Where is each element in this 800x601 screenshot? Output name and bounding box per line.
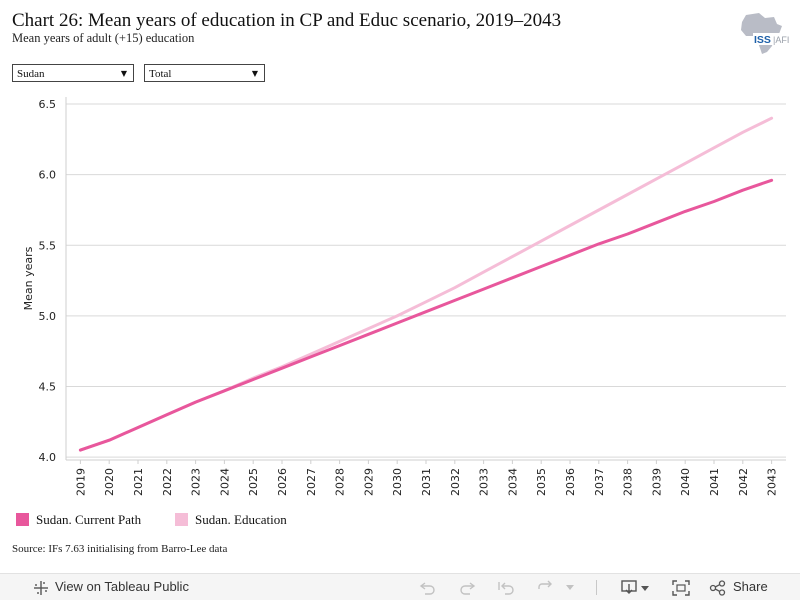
- x-tick-label: 2033: [478, 468, 491, 496]
- x-tick-label: 2020: [103, 468, 116, 496]
- x-tick-label: 2023: [190, 468, 203, 496]
- chevron-down-icon: ▼: [120, 69, 127, 78]
- svg-text:ISS: ISS: [754, 34, 771, 46]
- redo-button[interactable]: [458, 574, 476, 601]
- view-on-tableau-button[interactable]: View on Tableau Public: [33, 574, 193, 601]
- y-tick-label: 5.0: [39, 310, 57, 323]
- x-tick-label: 2019: [74, 468, 87, 496]
- toolbar-divider: [596, 580, 597, 595]
- x-tick-label: 2021: [132, 468, 145, 496]
- sex-dropdown-value: Total: [149, 68, 172, 80]
- revert-icon: [498, 582, 514, 595]
- undo-button[interactable]: [419, 574, 437, 601]
- tableau-toolbar: View on Tableau Public: [0, 573, 800, 600]
- x-tick-label: 2030: [391, 468, 404, 496]
- refresh-button[interactable]: [536, 574, 554, 601]
- legend-swatch-education: [175, 513, 188, 526]
- country-dropdown[interactable]: Sudan ▼: [12, 64, 134, 82]
- x-tick-label: 2034: [506, 468, 519, 496]
- chart-title: Chart 26: Mean years of education in CP …: [12, 10, 562, 31]
- x-tick-label: 2031: [420, 468, 433, 496]
- view-on-tableau-label: View on Tableau Public: [55, 579, 189, 594]
- y-axis-title: Mean years: [22, 246, 35, 310]
- x-tick-label: 2037: [593, 468, 606, 496]
- legend-item-education[interactable]: Sudan. Education: [175, 511, 305, 529]
- refresh-icon: [538, 580, 552, 589]
- legend-label: Sudan. Current Path: [36, 512, 142, 527]
- line-chart[interactable]: 4.0 4.5 5.0 5.5 6.0 6.5 2019 2020 2021 2022 2023 20…: [0, 90, 800, 505]
- refresh-options-dropdown[interactable]: [565, 574, 575, 601]
- download-icon: [621, 580, 649, 594]
- x-tick-label: 2036: [564, 468, 577, 496]
- y-tick-label: 4.5: [39, 381, 57, 394]
- x-tick-label: 2042: [737, 468, 750, 496]
- legend-swatch-current-path: [16, 513, 29, 526]
- tableau-icon: [34, 581, 48, 595]
- y-tick-label: 4.0: [39, 451, 57, 464]
- x-tick-label: 2032: [449, 468, 462, 496]
- undo-icon: [419, 582, 435, 595]
- y-tick-label: 5.5: [39, 239, 57, 252]
- share-icon: [709, 580, 726, 596]
- country-dropdown-value: Sudan: [17, 68, 45, 80]
- x-tick-label: 2041: [708, 468, 721, 496]
- chevron-down-icon: ▼: [251, 69, 258, 78]
- series-line-education: [78, 116, 774, 452]
- series-line-current-path: [78, 178, 774, 452]
- x-tick-label: 2028: [334, 468, 347, 496]
- x-tick-label: 2025: [247, 468, 260, 496]
- x-tick-label: 2029: [362, 468, 375, 496]
- svg-text:|AFI: |AFI: [773, 35, 789, 45]
- y-tick-label: 6.5: [39, 98, 57, 111]
- x-tick-label: 2026: [276, 468, 289, 496]
- y-tick-label: 6.0: [39, 169, 57, 182]
- iss-africa-logo: ISS |AFI: [741, 13, 792, 54]
- sex-dropdown[interactable]: Total ▼: [144, 64, 265, 82]
- x-tick-label: 2024: [218, 468, 231, 496]
- legend-label: Sudan. Education: [195, 512, 287, 527]
- share-button[interactable]: Share: [709, 574, 769, 601]
- chart-subtitle: Mean years of adult (+15) education: [12, 31, 195, 45]
- x-tick-label: 2040: [679, 468, 692, 496]
- fullscreen-button[interactable]: [671, 574, 691, 601]
- x-tick-label: 2027: [305, 468, 318, 496]
- x-tick-label: 2039: [650, 468, 663, 496]
- x-tick-label: 2043: [766, 468, 779, 496]
- source-note: Source: IFs 7.63 initialising from Barro…: [12, 543, 228, 555]
- x-tick-label: 2038: [622, 468, 635, 496]
- share-label: Share: [733, 579, 768, 594]
- redo-icon: [460, 582, 476, 595]
- legend-item-current-path[interactable]: Sudan. Current Path: [16, 511, 166, 529]
- x-tick-label: 2035: [535, 468, 548, 496]
- x-tick-label: 2022: [161, 468, 174, 496]
- download-button[interactable]: [621, 574, 651, 601]
- fullscreen-icon: [672, 580, 690, 596]
- chevron-down-icon: [566, 585, 574, 590]
- revert-button[interactable]: [497, 574, 515, 601]
